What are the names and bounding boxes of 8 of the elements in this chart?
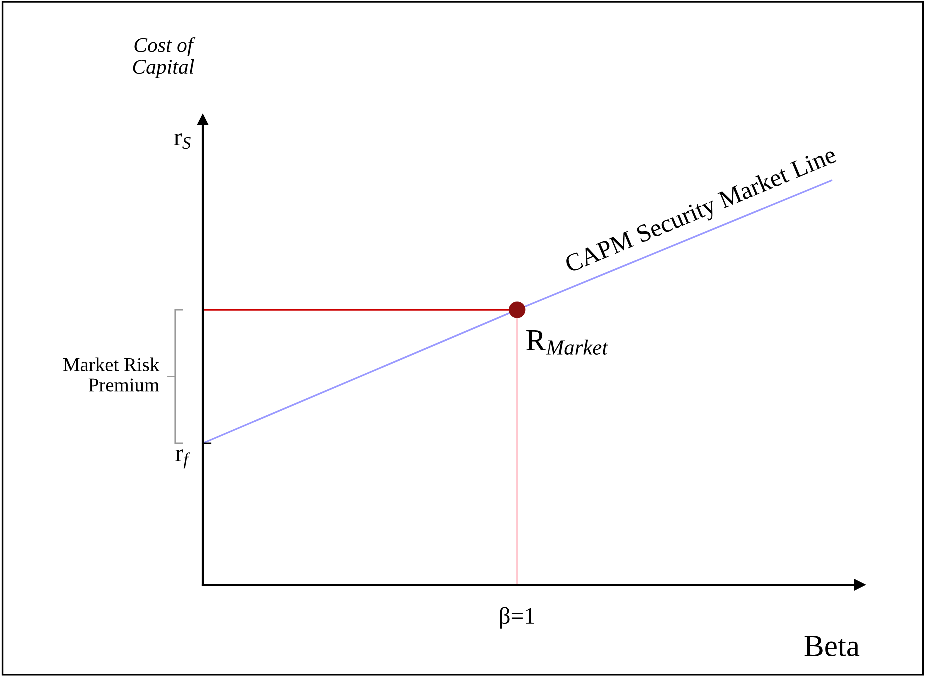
text: r$_{f}$ <box>176 450 191 469</box>
text: r$_{S}$ <box>174 134 191 150</box>
text: Market Risk Premium <box>64 358 160 392</box>
text: CAPM Security Market Line <box>564 145 840 278</box>
annotation: R$_{Market}$ <box>526 330 609 355</box>
text: β=1 <box>500 607 535 629</box>
x-axis-title: Beta <box>804 636 860 657</box>
y-axis-title: Cost of Capital <box>133 37 196 78</box>
